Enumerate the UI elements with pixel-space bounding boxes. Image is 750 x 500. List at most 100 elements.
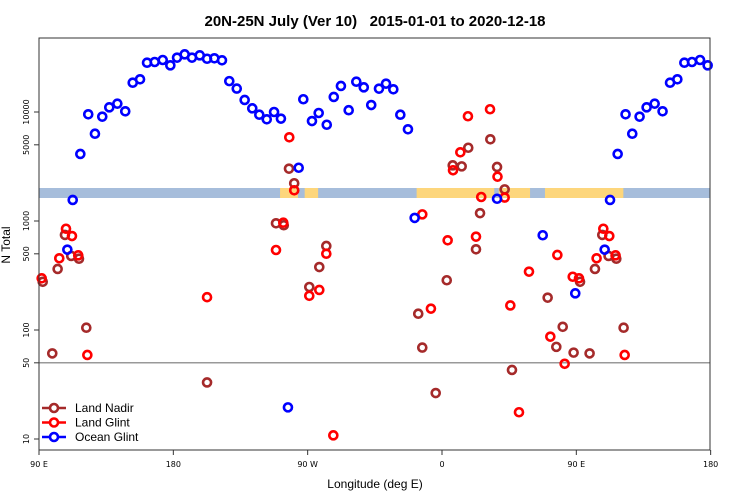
- land-glint-point: [470, 231, 482, 242]
- land-glint-point: [513, 406, 525, 418]
- y-tick-label: 50: [22, 358, 31, 368]
- ocean-glint-point: [612, 148, 623, 160]
- x-tick-label: 90 E: [30, 460, 48, 469]
- legend-marker: [48, 431, 60, 443]
- land-nadir-point: [81, 322, 92, 333]
- legend-label: Ocean Glint: [75, 430, 139, 444]
- legend-marker: [48, 417, 60, 428]
- ocean-glint-point: [365, 99, 377, 111]
- ocean-glint-point: [328, 91, 340, 103]
- land-nadir-point: [485, 133, 496, 145]
- land-glint-point: [201, 291, 213, 303]
- land-nadir-point: [416, 342, 428, 353]
- ocean-glint-point: [313, 107, 325, 119]
- land-glint-point: [72, 250, 84, 261]
- land-glint-point: [462, 110, 474, 122]
- x-tick-label: 0: [439, 460, 444, 469]
- ocean-glint-point: [634, 111, 645, 122]
- ocean-glint-point: [282, 402, 294, 413]
- ocean-glint-point: [388, 84, 399, 95]
- ocean-glint-point: [298, 93, 309, 105]
- ocean-glint-point: [216, 55, 228, 66]
- land-segment: [416, 188, 495, 198]
- land-glint-point: [610, 250, 621, 261]
- ocean-glint-point: [702, 60, 713, 71]
- land-nadir-point: [456, 161, 467, 172]
- land-nadir-point: [304, 281, 315, 293]
- ocean-glint-point: [293, 162, 305, 174]
- x-tick-label: 90 E: [567, 460, 585, 469]
- land-glint-point: [492, 171, 503, 182]
- land-nadir-point: [506, 364, 518, 376]
- legend-item: Land Nadir: [42, 401, 134, 415]
- land-glint-point: [447, 164, 459, 176]
- ocean-glint-point: [335, 80, 347, 92]
- ocean-glint-point: [82, 108, 94, 120]
- land-glint-point: [591, 252, 602, 264]
- ocean-glint-point: [275, 113, 287, 124]
- land-glint-point: [545, 331, 556, 342]
- ocean-glint-point: [537, 229, 549, 241]
- land-glint-point: [36, 273, 47, 284]
- ocean-glint-point: [321, 119, 333, 131]
- ocean-glint-point: [343, 104, 355, 116]
- ocean-glint-point: [75, 148, 86, 160]
- land-glint-point: [442, 235, 453, 246]
- ocean-glint-point: [641, 102, 652, 113]
- land-glint-point: [619, 349, 630, 361]
- ocean-glint-point: [351, 76, 362, 87]
- land-glint-point: [484, 103, 496, 115]
- land-nadir-point: [52, 263, 63, 275]
- ocean-glint-point: [657, 105, 668, 117]
- land-glint-point: [455, 146, 466, 158]
- y-tick-label: 100: [22, 322, 31, 337]
- ocean-glint-point: [239, 94, 250, 106]
- ocean-glint-point: [261, 114, 273, 125]
- land-segment: [498, 188, 531, 198]
- land-segment: [544, 188, 624, 198]
- land-glint-point: [475, 191, 487, 203]
- legend-label: Land Glint: [75, 416, 130, 430]
- ocean-glint-point: [89, 128, 101, 140]
- land-glint-point: [567, 271, 579, 283]
- land-glint-point: [278, 217, 289, 229]
- land-glint-point: [304, 290, 315, 302]
- land-nadir-point: [584, 348, 595, 359]
- land-glint-point: [598, 223, 609, 235]
- x-axis: 90 E 180 90 W 0 90 E 180: [30, 450, 718, 469]
- land-segment: [304, 188, 319, 198]
- land-glint-point: [284, 131, 295, 143]
- land-glint-point: [60, 223, 72, 235]
- land-nadir-point: [283, 163, 295, 174]
- ocean-glint-point: [380, 78, 392, 89]
- plot-frame: [38, 37, 711, 451]
- y-tick-label: 10000: [22, 99, 31, 124]
- land-glint-point: [328, 430, 339, 441]
- x-axis-label: Longitude (deg E): [327, 477, 422, 491]
- land-nadir-point: [618, 322, 629, 333]
- x-tick-label: 180: [166, 460, 181, 469]
- ocean-glint-point: [373, 83, 385, 94]
- land-glint-point: [505, 300, 516, 311]
- ocean-glint-point: [254, 109, 265, 121]
- ocean-glint-point: [402, 123, 414, 135]
- land-nadir-point: [557, 321, 569, 333]
- x-tick-label: 90 W: [297, 460, 318, 469]
- ocean-glint-point: [96, 111, 108, 122]
- ocean-glint-point: [165, 60, 176, 71]
- land-segment: [280, 188, 298, 198]
- legend-marker: [48, 402, 60, 414]
- ocean-strip: [39, 188, 710, 198]
- y-tick-label: 1000: [22, 211, 31, 231]
- legend-item: Ocean Glint: [42, 430, 139, 444]
- ocean-glint-point: [686, 56, 698, 68]
- land-nadir-point: [568, 347, 579, 358]
- y-tick-label: 10: [22, 434, 31, 444]
- ocean-glint-point: [231, 83, 243, 94]
- land-nadir-point: [46, 348, 58, 359]
- ocean-glint-point: [620, 108, 631, 120]
- legend-label: Land Nadir: [75, 401, 134, 415]
- land-glint-point: [314, 284, 325, 296]
- land-nadir-point: [470, 244, 482, 255]
